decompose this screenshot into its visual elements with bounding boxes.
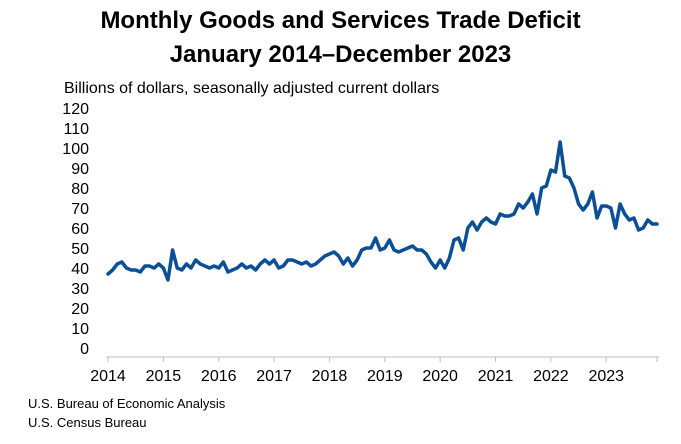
y-tick-labels: 0 10 20 30 40 50 60 70 80 90 100 110 120 — [62, 101, 89, 358]
y-tick-label: 10 — [71, 321, 89, 338]
y-tick-label: 50 — [71, 241, 89, 258]
y-tick-label: 100 — [62, 141, 89, 158]
y-tick-label: 30 — [71, 281, 89, 298]
x-tick-label: 2019 — [367, 368, 403, 385]
x-tick-marks — [107, 357, 658, 362]
y-tick-label: 120 — [62, 101, 89, 118]
x-tick-label: 2023 — [588, 368, 624, 385]
x-tick-label: 2020 — [422, 368, 458, 385]
x-tick-label: 2022 — [533, 368, 569, 385]
y-axis-label: Billions of dollars, seasonally adjusted… — [64, 80, 440, 97]
x-tick-label: 2014 — [90, 368, 126, 385]
x-tick-label: 2018 — [312, 368, 348, 385]
y-tick-label: 0 — [80, 341, 89, 358]
y-tick-label: 80 — [71, 181, 89, 198]
y-tick-label: 110 — [63, 121, 89, 138]
source-census: U.S. Census Bureau — [28, 415, 147, 430]
x-tick-label: 2015 — [146, 368, 182, 385]
y-tick-label: 90 — [71, 161, 89, 178]
y-tick-label: 40 — [71, 261, 89, 278]
y-tick-label: 60 — [71, 221, 89, 238]
trade-deficit-line — [106, 140, 659, 282]
chart-title: Monthly Goods and Services Trade Deficit — [100, 7, 581, 34]
y-tick-label: 20 — [71, 301, 89, 318]
source-bea: U.S. Bureau of Economic Analysis — [28, 396, 226, 411]
chart-subtitle: January 2014–December 2023 — [169, 41, 512, 68]
y-tick-label: 70 — [71, 201, 89, 218]
x-tick-label: 2016 — [201, 368, 237, 385]
x-tick-labels: 2014 2015 2016 2017 2018 2019 2020 2021 2022 2023 — [90, 368, 624, 385]
x-tick-label: 2017 — [256, 368, 292, 385]
x-tick-label: 2021 — [478, 368, 514, 385]
